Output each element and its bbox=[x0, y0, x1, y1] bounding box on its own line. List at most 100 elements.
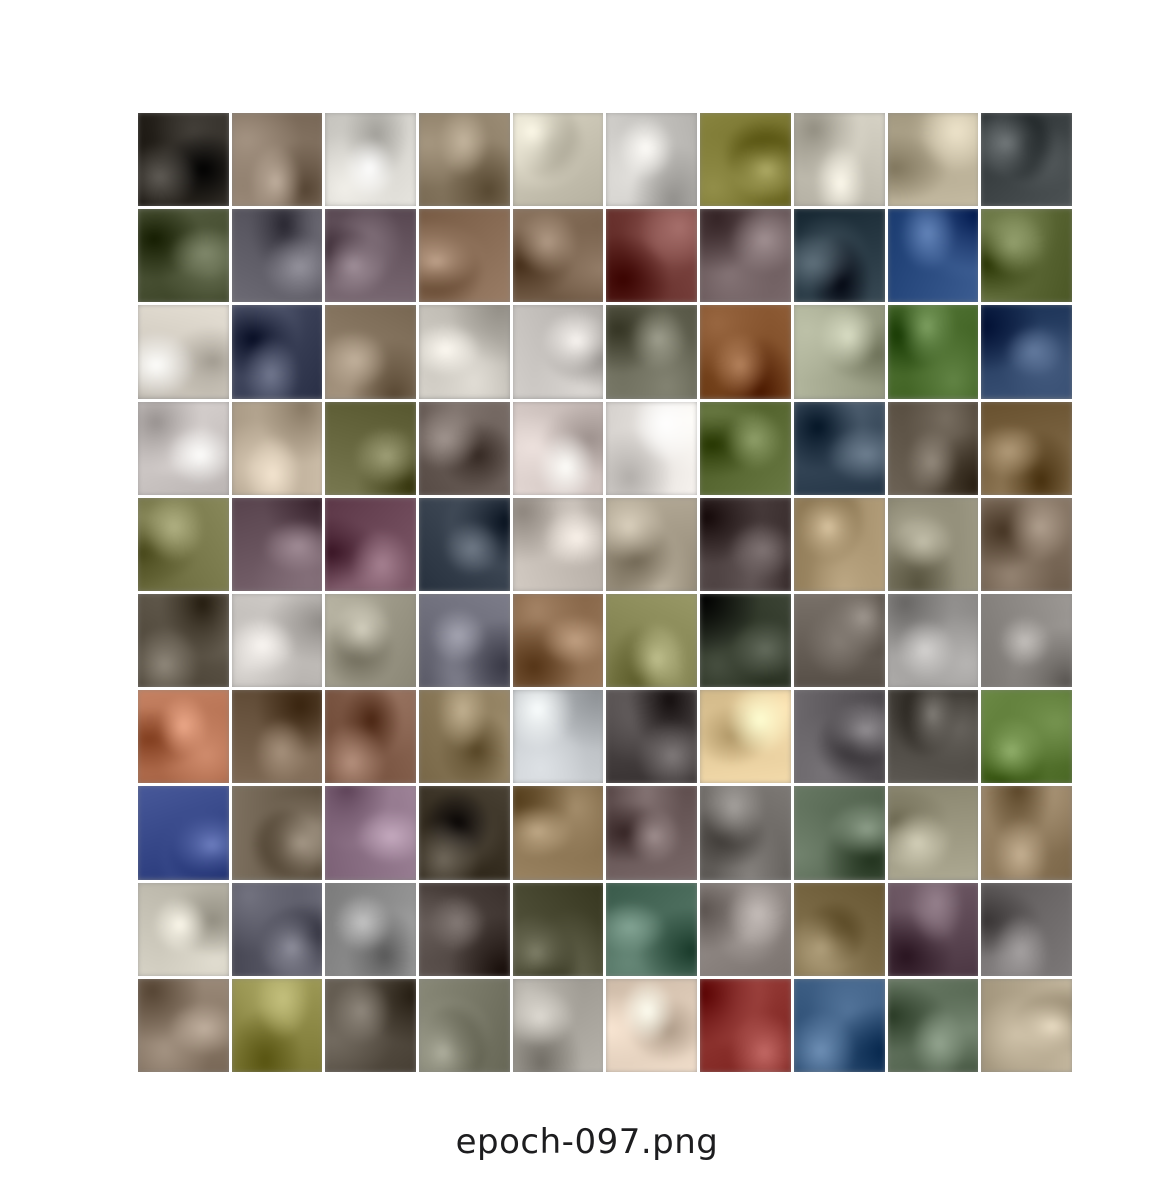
sample-tile bbox=[606, 786, 698, 880]
sample-tile bbox=[138, 305, 229, 399]
sample-tile bbox=[325, 497, 417, 591]
sample-tile bbox=[887, 209, 979, 303]
sample-tile bbox=[419, 497, 510, 591]
sample-tile bbox=[512, 593, 604, 688]
sample-tile bbox=[231, 786, 323, 880]
sample-tile bbox=[981, 593, 1072, 688]
sample-tile bbox=[512, 401, 604, 495]
sample-tile bbox=[231, 497, 323, 591]
sample-tile bbox=[512, 786, 604, 880]
sample-tile bbox=[138, 882, 229, 976]
sample-tile bbox=[700, 113, 791, 207]
sample-tile bbox=[325, 786, 417, 880]
sample-tile bbox=[325, 401, 417, 495]
sample-tile bbox=[887, 978, 979, 1072]
sample-tile bbox=[419, 593, 510, 688]
sample-tile bbox=[231, 690, 323, 784]
sample-tile bbox=[231, 978, 323, 1072]
sample-tile bbox=[887, 593, 979, 688]
sample-tile bbox=[700, 690, 791, 784]
sample-tile bbox=[606, 690, 698, 784]
sample-tile bbox=[419, 305, 510, 399]
sample-tile bbox=[887, 786, 979, 880]
sample-tile bbox=[793, 113, 885, 207]
generated-samples-grid bbox=[138, 113, 1072, 1072]
sample-tile bbox=[981, 209, 1072, 303]
sample-tile bbox=[138, 786, 229, 880]
sample-tile bbox=[793, 497, 885, 591]
sample-tile bbox=[981, 882, 1072, 976]
sample-tile bbox=[793, 401, 885, 495]
sample-tile bbox=[606, 209, 698, 303]
sample-tile bbox=[325, 209, 417, 303]
sample-tile bbox=[325, 113, 417, 207]
sample-tile bbox=[512, 690, 604, 784]
sample-tile bbox=[606, 882, 698, 976]
sample-tile bbox=[793, 978, 885, 1072]
sample-tile bbox=[512, 497, 604, 591]
sample-tile bbox=[793, 786, 885, 880]
sample-tile bbox=[700, 786, 791, 880]
sample-tile bbox=[419, 882, 510, 976]
sample-tile bbox=[606, 305, 698, 399]
sample-tile bbox=[419, 786, 510, 880]
sample-tile bbox=[512, 882, 604, 976]
sample-tile bbox=[512, 305, 604, 399]
sample-tile bbox=[419, 401, 510, 495]
sample-tile bbox=[138, 209, 229, 303]
sample-tile bbox=[419, 690, 510, 784]
sample-tile bbox=[981, 978, 1072, 1072]
sample-tile bbox=[325, 882, 417, 976]
sample-tile bbox=[700, 497, 791, 591]
image-filename-caption: epoch-097.png bbox=[455, 1122, 719, 1162]
sample-tile bbox=[887, 690, 979, 784]
sample-tile bbox=[325, 690, 417, 784]
sample-tile bbox=[793, 882, 885, 976]
sample-tile bbox=[231, 593, 323, 688]
sample-tile bbox=[138, 690, 229, 784]
sample-tile bbox=[981, 401, 1072, 495]
sample-tile bbox=[981, 786, 1072, 880]
sample-tile bbox=[138, 978, 229, 1072]
sample-tile bbox=[981, 113, 1072, 207]
sample-tile bbox=[981, 305, 1072, 399]
sample-tile bbox=[325, 305, 417, 399]
sample-tile bbox=[887, 113, 979, 207]
sample-tile bbox=[887, 497, 979, 591]
sample-tile bbox=[700, 305, 791, 399]
sample-tile bbox=[606, 497, 698, 591]
sample-tile bbox=[606, 401, 698, 495]
sample-tile bbox=[138, 593, 229, 688]
sample-tile bbox=[419, 113, 510, 207]
sample-tile bbox=[700, 978, 791, 1072]
sample-tile bbox=[700, 401, 791, 495]
sample-tile bbox=[700, 209, 791, 303]
sample-tile bbox=[419, 209, 510, 303]
sample-tile bbox=[606, 978, 698, 1072]
sample-tile bbox=[700, 593, 791, 688]
sample-tile bbox=[793, 593, 885, 688]
sample-tile bbox=[887, 882, 979, 976]
sample-tile bbox=[793, 209, 885, 303]
sample-tile bbox=[231, 305, 323, 399]
sample-tile bbox=[138, 401, 229, 495]
sample-tile bbox=[512, 209, 604, 303]
sample-tile bbox=[700, 882, 791, 976]
sample-tile bbox=[512, 978, 604, 1072]
sample-tile bbox=[138, 497, 229, 591]
sample-tile bbox=[231, 113, 323, 207]
sample-tile bbox=[512, 113, 604, 207]
sample-tile bbox=[231, 209, 323, 303]
sample-tile bbox=[606, 113, 698, 207]
sample-tile bbox=[793, 305, 885, 399]
sample-tile bbox=[419, 978, 510, 1072]
sample-tile bbox=[325, 593, 417, 688]
sample-tile bbox=[887, 305, 979, 399]
sample-tile bbox=[138, 113, 229, 207]
sample-tile bbox=[231, 882, 323, 976]
sample-tile bbox=[606, 593, 698, 688]
sample-tile bbox=[981, 690, 1072, 784]
sample-tile bbox=[793, 690, 885, 784]
sample-tile bbox=[887, 401, 979, 495]
